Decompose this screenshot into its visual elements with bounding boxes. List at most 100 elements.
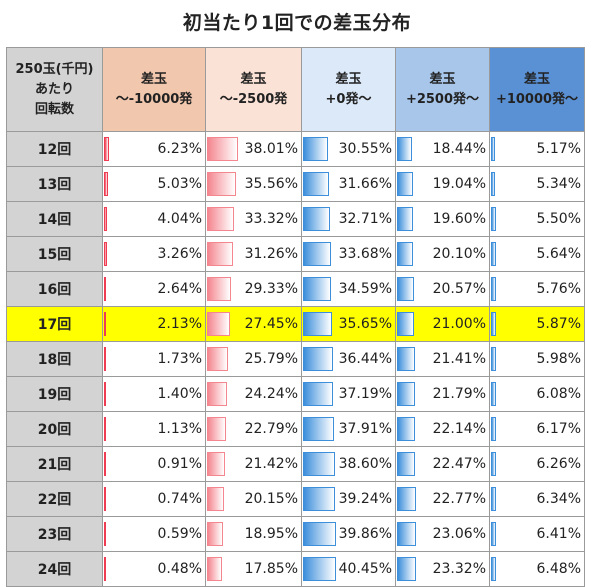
percentage-value: 37.19% <box>338 386 392 402</box>
page-title: 初当たり1回での差玉分布 <box>182 12 412 34</box>
data-bar <box>104 277 106 301</box>
spins-cell: 17回 <box>6 306 103 342</box>
percentage-value: 38.01% <box>244 141 298 157</box>
percentage-value: 6.17% <box>536 421 581 437</box>
percentage-value: 36.44% <box>338 351 392 367</box>
percentage-cell: 1.40% <box>102 376 206 412</box>
percentage-cell: 19.04% <box>395 166 490 202</box>
table-row: 16回 2.64% 29.33% 34.59% 20.57% 5.76% <box>6 271 585 307</box>
data-bar <box>491 207 496 231</box>
row-header-line: 250玉(千円) <box>15 61 94 77</box>
percentage-cell: 18.95% <box>205 516 302 552</box>
percentage-cell: 29.33% <box>205 271 302 307</box>
data-bar <box>303 312 332 336</box>
percentage-cell: 35.65% <box>301 306 396 342</box>
percentage-value: 23.32% <box>432 561 486 577</box>
percentage-value: 20.10% <box>432 246 486 262</box>
data-bar <box>491 417 496 441</box>
data-bar <box>104 312 106 336</box>
percentage-cell: 5.76% <box>489 271 585 307</box>
data-bar <box>303 172 329 196</box>
percentage-value: 21.79% <box>432 386 486 402</box>
percentage-value: 0.59% <box>157 526 202 542</box>
percentage-value: 6.26% <box>536 456 581 472</box>
data-bar <box>303 417 334 441</box>
percentage-cell: 21.79% <box>395 376 490 412</box>
percentage-cell: 34.59% <box>301 271 396 307</box>
percentage-cell: 6.17% <box>489 411 585 447</box>
data-bar <box>104 137 109 161</box>
percentage-cell: 5.50% <box>489 201 585 237</box>
data-bar <box>397 312 414 336</box>
percentage-cell: 6.48% <box>489 551 585 587</box>
percentage-cell: 4.04% <box>102 201 206 237</box>
percentage-cell: 6.26% <box>489 446 585 482</box>
data-bar <box>397 172 413 196</box>
percentage-value: 23.06% <box>432 526 486 542</box>
data-bar <box>491 312 496 336</box>
percentage-value: 38.60% <box>338 456 392 472</box>
percentage-value: 20.57% <box>432 281 486 297</box>
data-bar <box>491 522 496 546</box>
table-row: 17回 2.13% 27.45% 35.65% 21.00% 5.87% <box>6 306 585 342</box>
column-header-line2: ～-10000発 <box>115 91 193 107</box>
table-body: 12回 6.23% 38.01% 30.55% 18.44% 5.17% 13回 5.03% 3… <box>6 131 585 587</box>
distribution-table: 250玉(千円) あたり 回転数 差玉 ～-10000発 差玉 ～-2500発 … <box>6 47 585 587</box>
data-bar <box>397 487 416 511</box>
percentage-cell: 5.03% <box>102 166 206 202</box>
column-header-plus10000: 差玉 +10000発～ <box>489 47 585 132</box>
percentage-cell: 22.14% <box>395 411 490 447</box>
percentage-value: 6.08% <box>536 386 581 402</box>
percentage-value: 2.13% <box>157 316 202 332</box>
percentage-cell: 39.86% <box>301 516 396 552</box>
data-bar <box>207 277 231 301</box>
data-bar <box>207 557 222 581</box>
column-header-line1: 差玉 <box>140 71 167 87</box>
row-header-line: あたり <box>34 81 74 97</box>
percentage-cell: 23.06% <box>395 516 490 552</box>
data-bar <box>491 487 496 511</box>
percentage-value: 25.79% <box>244 351 298 367</box>
column-header-plus0: 差玉 +0発～ <box>301 47 396 132</box>
data-bar <box>207 522 223 546</box>
percentage-value: 21.00% <box>432 316 486 332</box>
data-bar <box>303 277 331 301</box>
data-bar <box>303 137 328 161</box>
percentage-value: 22.14% <box>432 421 486 437</box>
percentage-cell: 40.45% <box>301 551 396 587</box>
data-bar <box>303 522 336 546</box>
percentage-value: 4.04% <box>157 211 202 227</box>
data-bar <box>397 242 413 266</box>
percentage-cell: 21.42% <box>205 446 302 482</box>
percentage-value: 19.04% <box>432 176 486 192</box>
percentage-value: 0.48% <box>157 561 202 577</box>
spins-cell: 12回 <box>6 131 103 167</box>
data-bar <box>104 347 106 371</box>
spins-cell: 16回 <box>6 271 103 307</box>
percentage-cell: 23.32% <box>395 551 490 587</box>
data-bar <box>303 382 333 406</box>
percentage-cell: 25.79% <box>205 341 302 377</box>
percentage-cell: 6.23% <box>102 131 206 167</box>
percentage-cell: 33.68% <box>301 236 396 272</box>
percentage-value: 22.77% <box>432 491 486 507</box>
data-bar <box>207 452 225 476</box>
percentage-value: 6.23% <box>157 141 202 157</box>
percentage-value: 5.03% <box>157 176 202 192</box>
data-bar <box>491 382 496 406</box>
data-bar <box>104 557 106 581</box>
percentage-value: 2.64% <box>157 281 202 297</box>
data-bar <box>207 347 228 371</box>
column-header-line2: +10000発～ <box>495 91 579 107</box>
data-bar <box>104 242 107 266</box>
table-row: 14回 4.04% 33.32% 32.71% 19.60% 5.50% <box>6 201 585 237</box>
percentage-cell: 1.73% <box>102 341 206 377</box>
percentage-cell: 6.34% <box>489 481 585 517</box>
percentage-value: 5.87% <box>536 316 581 332</box>
column-header-plus2500: 差玉 +2500発～ <box>395 47 490 132</box>
table-row: 21回 0.91% 21.42% 38.60% 22.47% 6.26% <box>6 446 585 482</box>
percentage-value: 22.47% <box>432 456 486 472</box>
percentage-cell: 0.91% <box>102 446 206 482</box>
percentage-value: 3.26% <box>157 246 202 262</box>
percentage-value: 6.48% <box>536 561 581 577</box>
